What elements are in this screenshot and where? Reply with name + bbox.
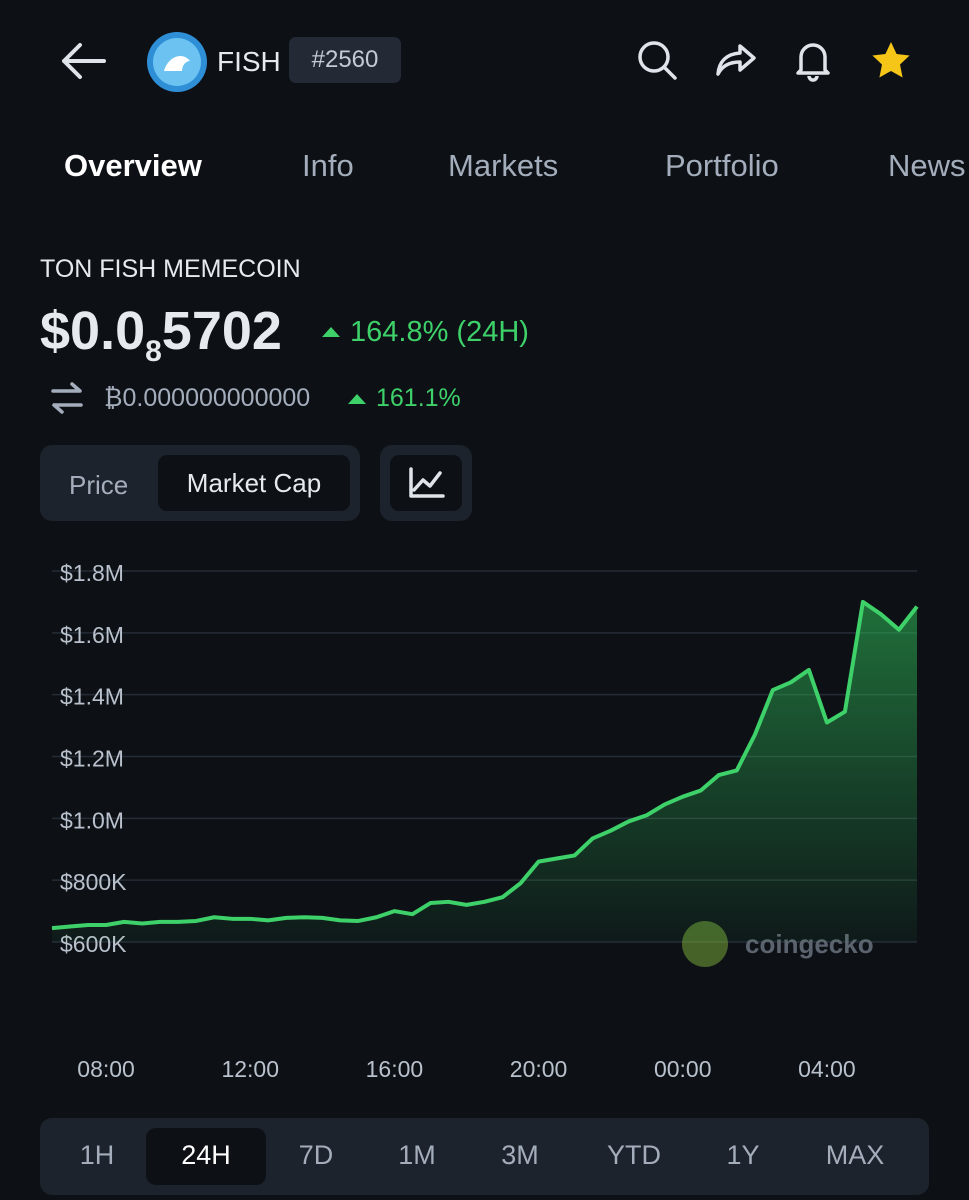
btc-change-value: 161.1%: [376, 384, 461, 412]
up-arrow: [348, 394, 366, 404]
line: [51, 599, 919, 931]
x-tick-label: 04:00: [798, 1056, 856, 1082]
range-option[interactable]: MAX: [825, 1140, 885, 1170]
back-button[interactable]: [58, 40, 108, 82]
btc-price: ₿0.000000000000: [104, 384, 311, 412]
search-button[interactable]: [635, 38, 679, 82]
coin-symbol: FISH: [217, 46, 281, 77]
range-option[interactable]: 1Y: [726, 1140, 760, 1170]
convert-icon[interactable]: [50, 381, 84, 415]
x-tick-label: 16:00: [366, 1056, 424, 1082]
tab[interactable]: Portfolio: [665, 148, 779, 183]
chart-style-button[interactable]: [390, 455, 462, 511]
y-tick-label: $1.8M: [60, 560, 124, 586]
price-digits: 5702: [161, 301, 282, 361]
tab[interactable]: Info: [302, 148, 354, 183]
price-lead: $0.0: [40, 301, 146, 361]
x-tick-label: 12:00: [221, 1056, 279, 1082]
x-tick-label: 08:00: [77, 1056, 135, 1082]
toggle-option[interactable]: Price: [69, 470, 129, 500]
up-arrow: [322, 327, 340, 337]
y-tick-label: $1.6M: [60, 622, 124, 648]
y-tick-label: $1.0M: [60, 807, 124, 833]
coin-name: TON FISH MEMECOIN: [40, 255, 301, 283]
price: $0.085702: [40, 300, 282, 369]
change-24h: 164.8% (24H): [322, 316, 529, 349]
x-tick-label: 00:00: [654, 1056, 712, 1082]
share-button[interactable]: [714, 40, 758, 80]
range-option[interactable]: 7D: [298, 1140, 334, 1170]
price-zeros: 8: [145, 334, 162, 368]
area: [52, 601, 917, 942]
range-selected: [146, 1128, 266, 1185]
rank-badge: #2560: [289, 37, 401, 83]
y-tick-label: $1.2M: [60, 746, 124, 772]
x-tick-label: 20:00: [510, 1056, 568, 1082]
range-option[interactable]: 1H: [79, 1140, 115, 1170]
y-tick-label: $1.4M: [60, 684, 124, 710]
y-tick-label: $800K: [60, 869, 127, 895]
tab[interactable]: Markets: [448, 148, 559, 183]
alert-button[interactable]: [793, 38, 833, 82]
toggle-option[interactable]: Market Cap: [158, 455, 350, 511]
btc-change: 161.1%: [348, 384, 461, 413]
tab[interactable]: Overview: [64, 148, 202, 183]
tab[interactable]: News: [888, 148, 966, 183]
range-option[interactable]: 3M: [501, 1140, 539, 1170]
change-24h-value: 164.8% (24H): [350, 316, 529, 348]
range-option[interactable]: YTD: [607, 1140, 661, 1170]
range-option[interactable]: 1M: [398, 1140, 436, 1170]
range-option[interactable]: 24H: [181, 1140, 231, 1170]
chart: $600K$800K$1.0M$1.2M$1.4M$1.6M$1.8Mcoing…: [51, 560, 919, 1082]
favorite-button[interactable]: [870, 40, 912, 80]
coin-logo: [147, 32, 207, 92]
